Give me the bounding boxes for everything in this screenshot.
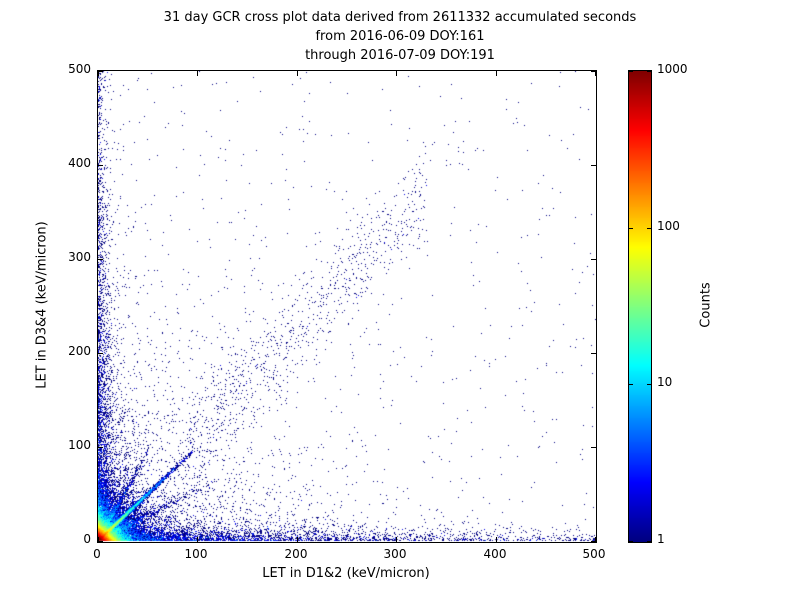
colorbar-tick-mark [629,384,633,385]
x-tick-mark [197,71,198,76]
y-tick-label: 0 [83,532,91,546]
y-tick-mark [591,71,596,72]
x-tick-labels: 0 100 200 300 400 500 [93,547,605,563]
y-tick-mark [98,165,103,166]
y-tick-labels: 0 100 200 300 400 500 [5,62,91,546]
x-tick-mark [297,537,298,542]
colorbar-tick-label: 1 [657,532,665,546]
x-tick-mark [496,71,497,76]
y-tick-mark [591,259,596,260]
chart-subtitle-from: from 2016-06-09 DOY:161 [315,29,485,44]
chart-title-block: 31 day GCR cross plot data derived from … [0,8,800,65]
y-tick-mark [98,71,103,72]
x-tick-label: 500 [582,547,606,561]
y-tick-mark [98,353,103,354]
x-tick-mark [595,537,596,542]
colorbar-tick-label: 100 [657,219,680,233]
y-tick-mark [591,353,596,354]
colorbar-tick-mark [647,541,651,542]
x-axis-label: LET in D1&2 (keV/micron) [262,566,430,581]
y-tick-mark [591,165,596,166]
colorbar-tick-mark [629,228,633,229]
colorbar-tick-mark [629,71,633,72]
colorbar-gradient-canvas [629,71,651,542]
y-tick-label: 200 [68,344,91,358]
chart-subtitle-through: through 2016-07-09 DOY:191 [305,48,495,63]
colorbar-tick-label: 1000 [657,62,688,76]
y-tick-mark [591,447,596,448]
x-tick-mark [297,71,298,76]
plot-area [97,70,597,543]
y-tick-label: 500 [68,62,91,76]
x-tick-mark [496,537,497,542]
colorbar-tick-label: 10 [657,375,673,389]
y-tick-mark [591,541,596,542]
x-tick-mark [98,537,99,542]
x-tick-label: 400 [483,547,507,561]
x-tick-mark [197,537,198,542]
chart-title: 31 day GCR cross plot data derived from … [163,10,637,25]
colorbar-tick-mark [629,541,633,542]
x-tick-mark [396,537,397,542]
x-tick-label: 200 [284,547,308,561]
x-tick-label: 300 [383,547,407,561]
colorbar-tick-labels: 1 10 100 1000 [657,62,699,546]
x-tick-mark [396,71,397,76]
colorbar-tick-mark [647,228,651,229]
y-tick-mark [98,541,103,542]
y-tick-label: 300 [68,250,91,264]
scatter-heatmap-canvas [98,71,596,542]
colorbar [628,70,652,543]
x-tick-mark [595,71,596,76]
x-tick-label: 0 [93,547,101,561]
y-tick-mark [98,447,103,448]
colorbar-label: Counts [698,282,714,328]
colorbar-tick-mark [647,71,651,72]
x-tick-label: 100 [184,547,208,561]
x-tick-mark [98,71,99,76]
colorbar-tick-mark [647,384,651,385]
y-tick-label: 400 [68,156,91,170]
y-tick-label: 100 [68,438,91,452]
y-tick-mark [98,259,103,260]
